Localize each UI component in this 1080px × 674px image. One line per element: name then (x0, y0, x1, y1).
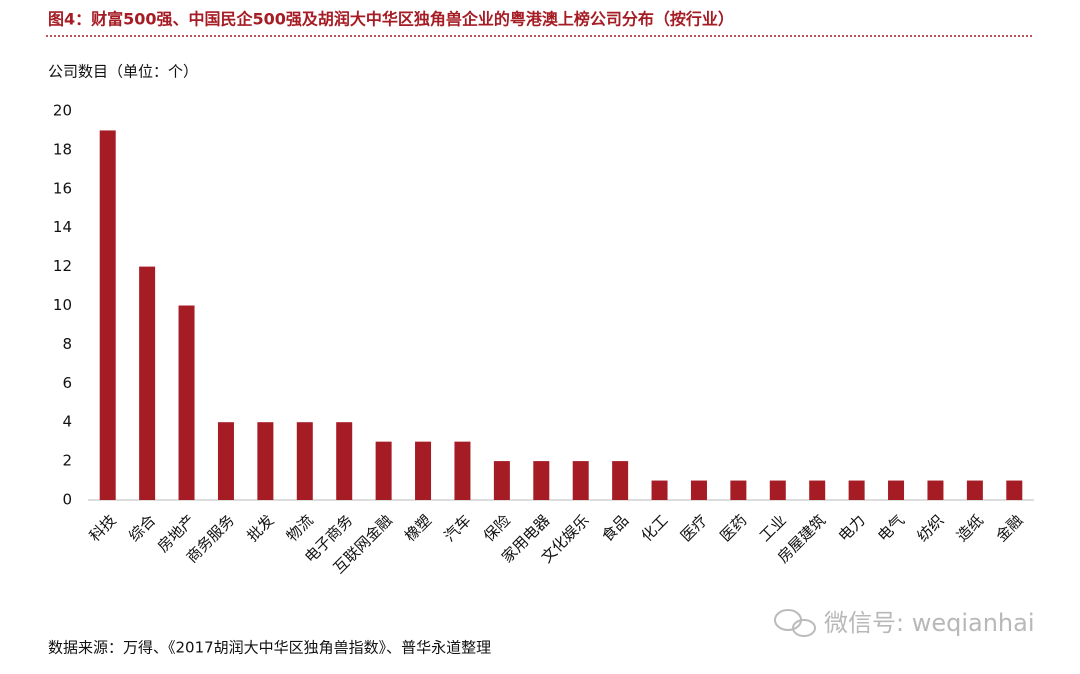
x-tick-label: 造纸 (953, 511, 987, 545)
y-tick-label: 14 (53, 218, 72, 236)
bar (612, 461, 629, 500)
y-tick-label: 20 (53, 102, 72, 120)
bar (888, 480, 905, 500)
x-tick-label: 保险 (480, 511, 514, 545)
bar (99, 130, 116, 500)
x-tick-label: 电气 (874, 511, 908, 545)
bar (651, 480, 668, 500)
bar (966, 480, 983, 500)
bar (730, 480, 747, 500)
x-tick-label: 工业 (756, 511, 790, 545)
x-tick-label: 科技 (86, 511, 120, 545)
y-tick-label: 8 (62, 335, 72, 353)
x-tick-label: 橡塑 (401, 511, 435, 545)
bar (375, 441, 392, 500)
bar (769, 480, 786, 500)
y-tick-label: 12 (53, 257, 72, 275)
y-tick-label: 18 (53, 140, 72, 158)
x-tick-label: 物流 (283, 511, 317, 545)
bar (336, 422, 353, 500)
y-tick-label: 6 (62, 374, 72, 392)
x-tick-label: 食品 (598, 511, 632, 545)
bar (296, 422, 313, 500)
chart-title: 图4：财富500强、中国民企500强及胡润大中华区独角兽企业的粤港澳上榜公司分布… (48, 10, 734, 29)
watermark: 微信号: weqianhai (824, 609, 1035, 637)
x-tick-label: 汽车 (441, 511, 475, 545)
x-tick-label: 批发 (243, 511, 277, 545)
y-tick-label: 10 (53, 296, 72, 314)
bar (848, 480, 865, 500)
y-tick-label: 0 (62, 491, 72, 509)
bar (217, 422, 234, 500)
x-tick-label: 电力 (835, 511, 869, 545)
x-tick-label: 金融 (992, 511, 1026, 545)
bar (690, 480, 707, 500)
bar (809, 480, 826, 500)
bar (178, 305, 195, 500)
bar (454, 441, 471, 500)
bar (493, 461, 510, 500)
watermark-icon (774, 609, 816, 637)
y-tick-label: 4 (62, 413, 72, 431)
bar (533, 461, 550, 500)
y-axis-label: 公司数目（单位：个） (48, 63, 198, 81)
bar (415, 441, 432, 500)
x-tick-label: 纺织 (914, 511, 948, 545)
bar (257, 422, 274, 500)
source-note: 数据来源：万得、《2017胡润大中华区独角兽指数》、普华永道整理 (48, 639, 491, 657)
y-tick-label: 16 (53, 179, 72, 197)
x-tick-label: 医药 (716, 511, 750, 545)
y-tick-label: 2 (62, 452, 72, 470)
bar (139, 266, 156, 500)
x-tick-label: 医疗 (677, 511, 711, 545)
x-tick-label: 化工 (638, 511, 672, 545)
bar (927, 480, 944, 500)
bar (1006, 480, 1023, 500)
x-tick-label: 综合 (125, 511, 159, 545)
bar (572, 461, 589, 500)
